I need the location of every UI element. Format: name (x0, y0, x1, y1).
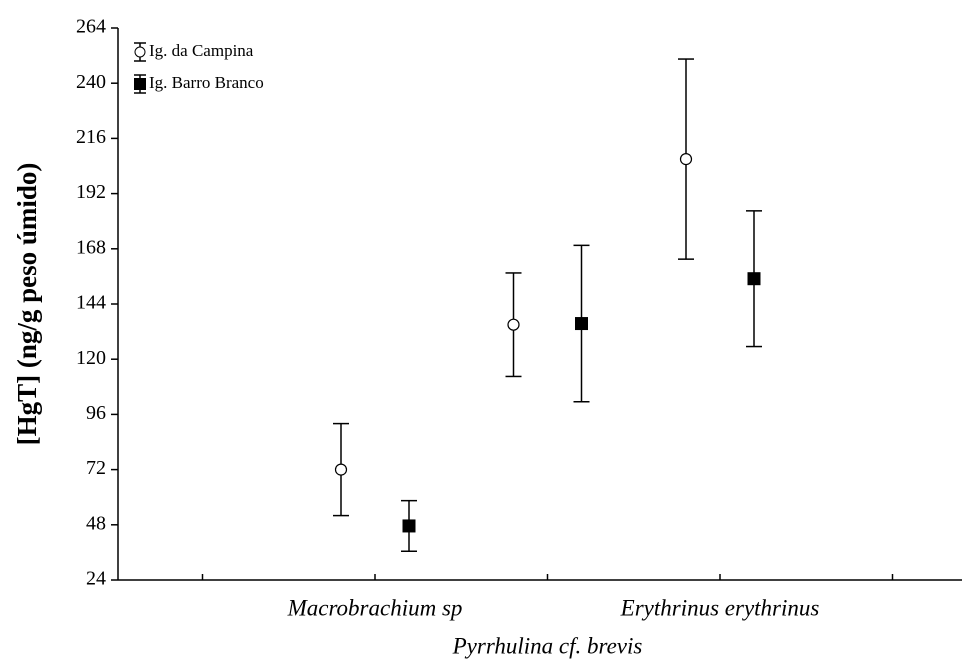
y-tick-label: 48 (86, 512, 106, 534)
legend-label: Ig. da Campina (149, 41, 254, 60)
y-tick-label: 264 (76, 16, 106, 38)
y-tick-label: 96 (86, 402, 106, 424)
point (334, 463, 348, 476)
legend-label: Ig. Barro Branco (149, 73, 264, 92)
legend-marker (134, 78, 146, 90)
y-tick-label: 72 (86, 457, 106, 479)
y-tick-label: 168 (76, 236, 106, 258)
point (507, 318, 520, 331)
point (679, 153, 693, 166)
point (575, 317, 588, 331)
x-tick-label: Pyrrhulina cf. brevis (452, 633, 643, 658)
y-tick-label: 144 (76, 292, 106, 314)
y-tick-label: 24 (86, 568, 106, 590)
x-tick-label: Macrobrachium sp (287, 595, 463, 620)
y-axis-label: [HgT] (ng/g peso úmido) (12, 163, 42, 446)
y-tick-label: 240 (76, 71, 106, 93)
point (402, 519, 416, 533)
y-tick-label: 216 (76, 126, 106, 148)
y-tick-label: 192 (76, 181, 106, 203)
legend-marker (134, 46, 146, 58)
point (747, 272, 761, 286)
y-tick-label: 120 (76, 347, 106, 369)
x-tick-label: Erythrinus erythrinus (620, 595, 820, 620)
